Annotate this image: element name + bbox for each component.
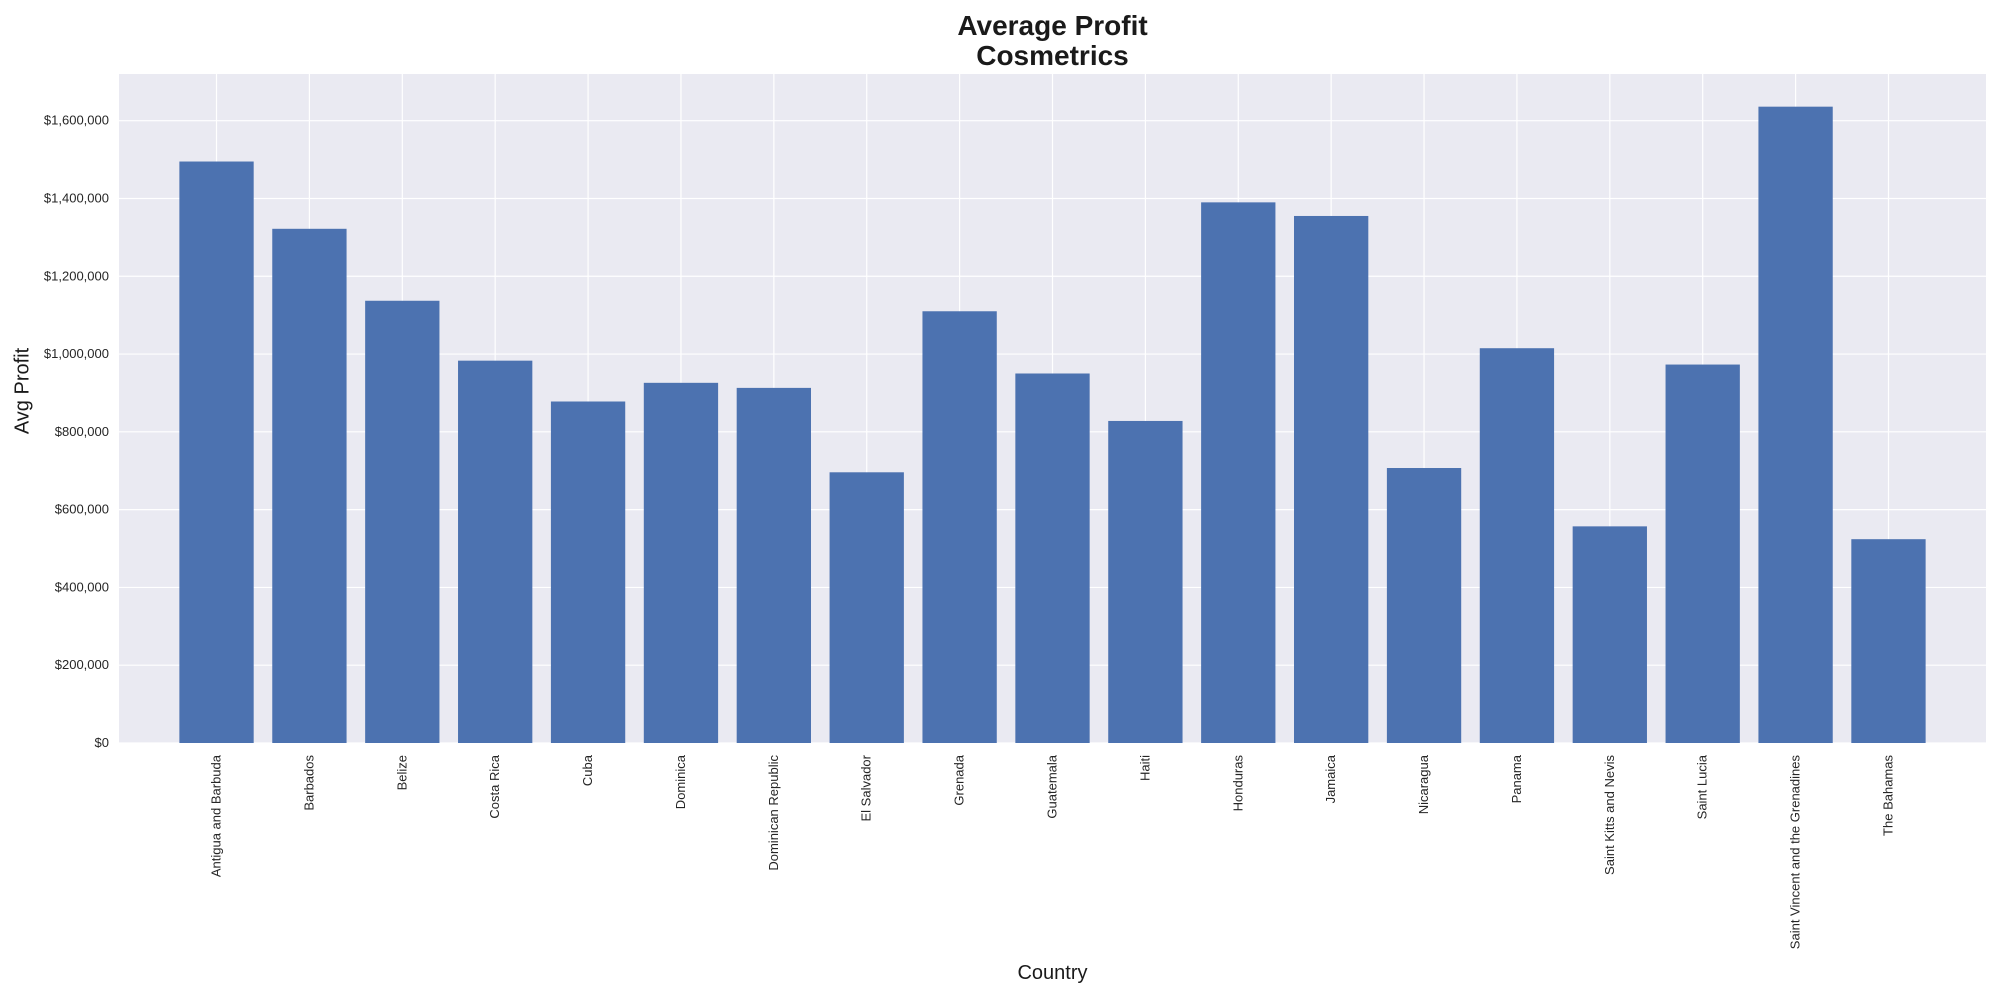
bar	[736, 387, 811, 743]
bar	[643, 382, 719, 743]
bar	[272, 228, 347, 744]
bar	[1479, 348, 1555, 743]
y-tick-label: $0	[95, 735, 109, 750]
y-tick-label: $1,200,000	[44, 268, 109, 283]
x-tick-label: Haiti	[1137, 755, 1152, 781]
chart-title-line1: Average Profit	[957, 10, 1148, 41]
x-tick-label: Guatemala	[1045, 754, 1060, 818]
bar	[1572, 526, 1647, 743]
x-tick-label: Grenada	[952, 754, 967, 805]
bar	[1386, 468, 1462, 743]
x-tick-label: Jamaica	[1323, 754, 1338, 803]
x-tick-label: Antigua and Barbuda	[209, 754, 224, 877]
x-tick-label: Cuba	[580, 754, 595, 786]
y-tick-label: $1,000,000	[44, 346, 109, 361]
chart-title-line2: Cosmetrics	[976, 40, 1129, 71]
x-tick-label: Panama	[1509, 754, 1524, 803]
x-tick-label: Saint Lucia	[1695, 754, 1710, 819]
bar	[1294, 215, 1369, 743]
bar	[922, 311, 997, 743]
bar	[550, 401, 626, 743]
x-tick-label: The Bahamas	[1880, 755, 1895, 836]
x-tick-label: Dominica	[673, 754, 688, 809]
y-tick-label: $200,000	[55, 657, 109, 672]
x-tick-label: Saint Kitts and Nevis	[1602, 755, 1617, 875]
bar	[179, 161, 254, 744]
y-tick-label: $800,000	[55, 424, 109, 439]
y-tick-label: $400,000	[55, 579, 109, 594]
bar	[1108, 420, 1183, 743]
x-tick-label: Nicaragua	[1416, 754, 1431, 814]
x-axis-label: Country	[1017, 962, 1088, 984]
y-axis-label: Avg Profit	[11, 347, 34, 435]
x-tick-label: El Salvador	[859, 754, 874, 821]
bar	[829, 472, 904, 743]
y-tick-label: $1,600,000	[44, 113, 109, 128]
bar	[365, 300, 440, 743]
y-tick-label: $600,000	[55, 502, 109, 517]
x-tick-label: Belize	[394, 755, 409, 790]
x-tick-label: Saint Vincent and the Grenadines	[1788, 755, 1803, 950]
bar	[458, 360, 533, 743]
x-tick-label: Barbados	[301, 755, 316, 811]
x-tick-label: Dominican Republic	[766, 755, 781, 871]
bar	[1201, 202, 1276, 744]
x-tick-label: Costa Rica	[487, 754, 502, 818]
bar	[1015, 373, 1090, 743]
y-tick-label: $1,400,000	[44, 190, 109, 205]
x-tick-label: Honduras	[1230, 755, 1245, 812]
bar	[1851, 539, 1926, 743]
bar	[1665, 364, 1740, 743]
bar	[1758, 106, 1833, 743]
